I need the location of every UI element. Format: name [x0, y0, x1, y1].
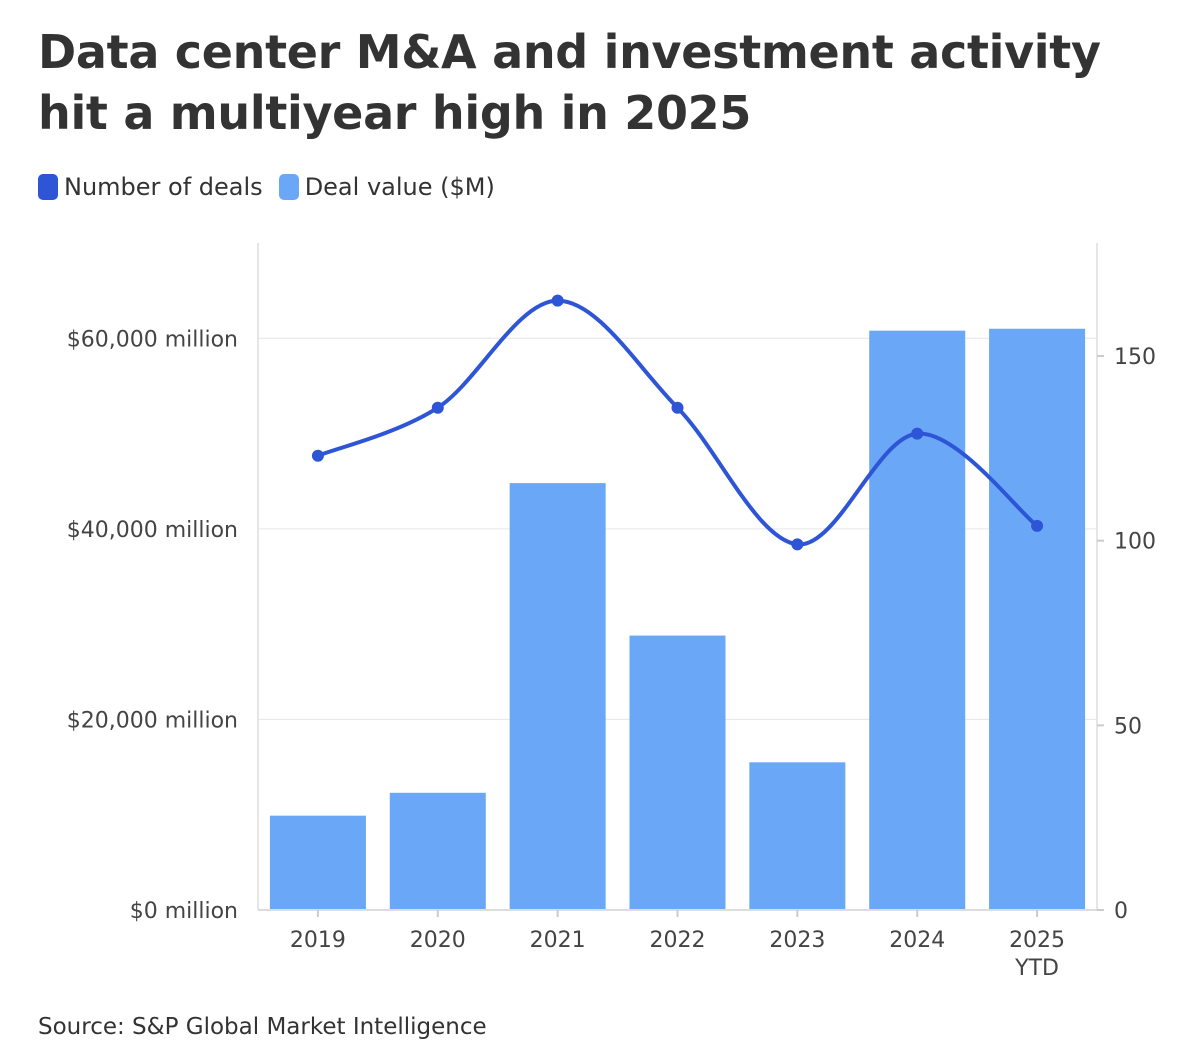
- legend-swatch-value: [278, 174, 299, 200]
- y-left-tick-label-3: $60,000 million: [67, 327, 238, 352]
- deals-point-2022: [671, 401, 684, 414]
- source-note: Source: S&P Global Market Intelligence: [38, 1014, 487, 1040]
- legend-item-value: Deal value ($M): [278, 173, 495, 201]
- legend-item-deals: Number of deals: [38, 173, 263, 201]
- deals-point-2024: [911, 427, 924, 440]
- bar-2019: [269, 815, 366, 910]
- y-left-tick-label-1: $20,000 million: [67, 708, 238, 733]
- bar-2025-YTD: [989, 328, 1086, 910]
- chart-title: Data center M&A and investment activity …: [38, 25, 1101, 140]
- legend-label-deals: Number of deals: [64, 173, 263, 201]
- y-right-tick-label-2: 100: [1114, 530, 1156, 555]
- y-right-tick-label-0: 0: [1114, 899, 1128, 924]
- x-tick-label-3: 2022: [650, 928, 706, 953]
- x-tick-label-2: 2021: [530, 928, 586, 953]
- x-tick-label-4: 2023: [769, 928, 825, 953]
- bar-2024: [869, 330, 966, 911]
- y-right-tick-label-1: 50: [1114, 714, 1142, 739]
- y-right-tick-label-3: 150: [1114, 345, 1156, 370]
- y-left-tick-label-2: $40,000 million: [67, 518, 238, 543]
- legend-swatch-deals: [38, 174, 58, 200]
- deals-point-2023: [791, 538, 804, 551]
- x-tick-label-6: 2025: [1009, 928, 1065, 953]
- y-left-tick-label-0: $0 million: [130, 899, 238, 924]
- bar-2022: [629, 635, 726, 910]
- bar-2021: [509, 483, 606, 910]
- x-tick-label-1: 2020: [410, 928, 466, 953]
- legend: Number of deals Deal value ($M): [38, 172, 495, 202]
- chart-area: 2019 2020 2021 2022 2023 2024 2025 YTD $0 millio…: [67, 243, 1156, 981]
- deals-point-2025-YTD: [1031, 519, 1044, 532]
- x-tick-label-0: 2019: [290, 928, 346, 953]
- bar-series: [269, 328, 1086, 911]
- legend-label-value: Deal value ($M): [304, 173, 495, 201]
- bar-2020: [389, 792, 486, 910]
- deals-point-2020: [431, 401, 444, 414]
- x-tick-label-6-line2: YTD: [1014, 956, 1059, 981]
- bar-2023: [749, 762, 846, 910]
- x-tick-label-5: 2024: [889, 928, 945, 953]
- deals-point-2019: [311, 449, 324, 462]
- deals-point-2021: [551, 294, 564, 307]
